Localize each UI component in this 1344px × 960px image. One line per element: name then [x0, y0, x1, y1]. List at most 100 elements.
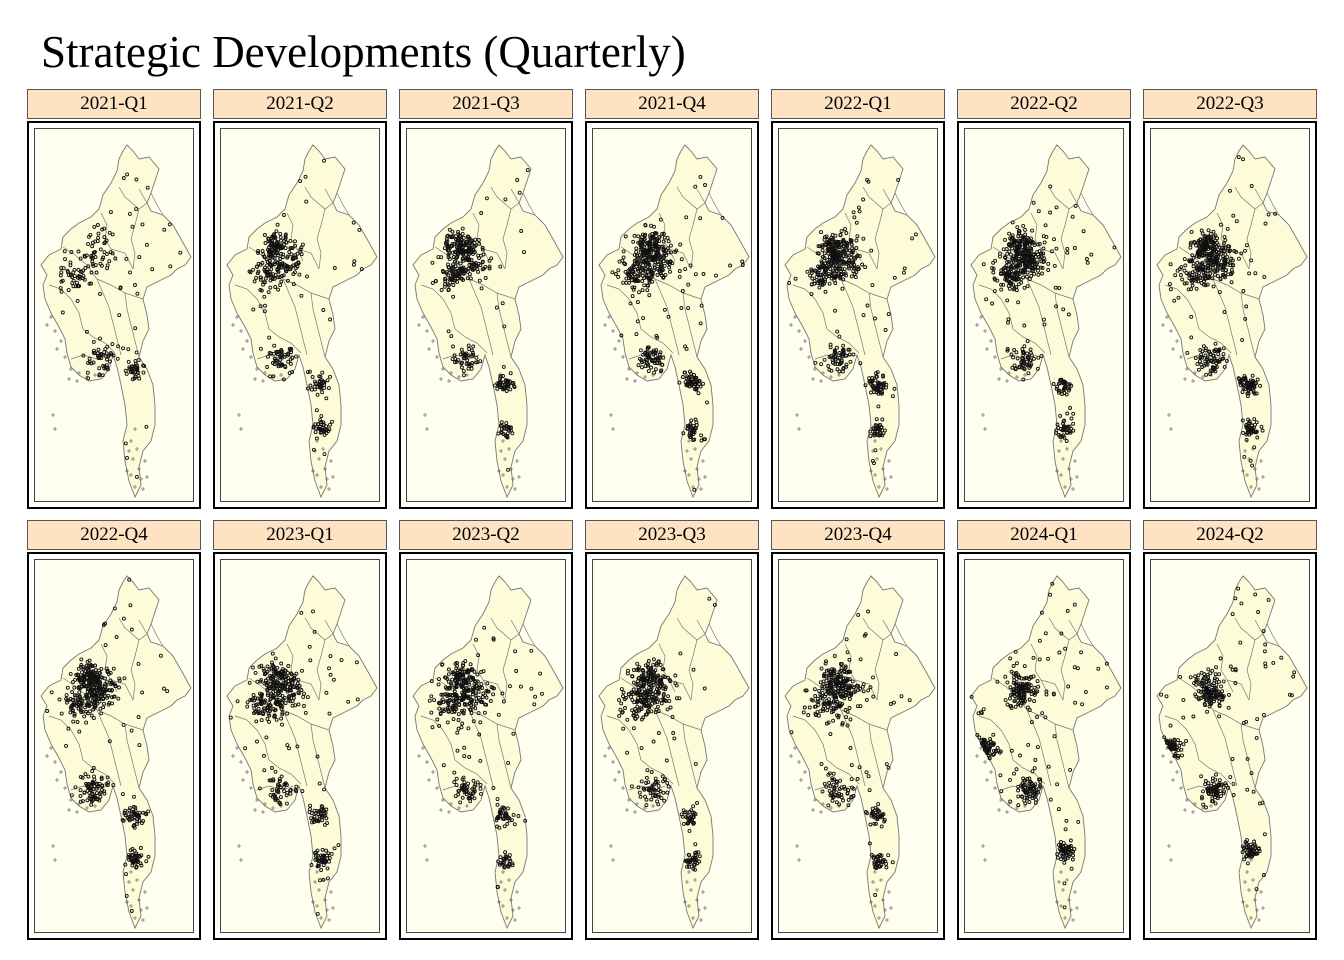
event-point — [292, 270, 297, 275]
event-point — [324, 428, 328, 433]
island-mark — [425, 760, 429, 764]
event-point — [276, 287, 281, 292]
event-point — [274, 787, 279, 792]
island-mark — [1193, 371, 1197, 375]
event-point — [323, 859, 328, 864]
event-point — [359, 267, 364, 272]
island-mark — [793, 315, 797, 319]
event-point — [1031, 200, 1036, 205]
event-point — [1208, 267, 1213, 272]
island-mark — [67, 377, 71, 381]
event-point — [693, 381, 698, 386]
event-point — [844, 240, 849, 245]
event-point — [473, 691, 478, 696]
region-border — [868, 292, 884, 358]
island-mark — [241, 778, 245, 782]
event-point — [228, 715, 233, 720]
event-point — [1209, 236, 1213, 241]
event-point — [453, 259, 457, 264]
event-point — [843, 260, 848, 265]
event-point — [458, 244, 463, 249]
event-point — [96, 231, 101, 236]
island-mark — [263, 802, 267, 806]
event-point — [1022, 285, 1027, 290]
event-point — [1039, 265, 1043, 270]
event-point — [162, 686, 166, 691]
event-point — [280, 712, 285, 717]
event-point — [479, 791, 483, 796]
event-point — [643, 222, 648, 227]
map-panel: 2022-Q4 — [27, 520, 201, 940]
event-point — [314, 408, 319, 413]
event-point — [277, 687, 282, 692]
event-point — [134, 350, 139, 355]
region-border — [696, 188, 706, 204]
event-point — [60, 278, 65, 283]
country-outline — [412, 144, 564, 499]
island-mark — [51, 844, 55, 848]
region-border — [654, 709, 702, 731]
event-point — [272, 708, 277, 713]
event-point — [89, 663, 94, 668]
island-mark — [53, 858, 57, 862]
event-point — [462, 754, 467, 759]
event-point — [686, 282, 691, 287]
island-mark — [447, 379, 451, 383]
event-point — [451, 294, 456, 299]
event-point — [1199, 248, 1204, 252]
event-point — [998, 271, 1003, 276]
panel-label: 2021-Q3 — [399, 89, 573, 119]
event-point — [92, 689, 96, 694]
event-point — [439, 692, 444, 697]
event-point — [129, 909, 134, 913]
event-point — [260, 261, 265, 265]
event-point — [60, 310, 65, 315]
island-mark — [135, 878, 139, 882]
event-point — [98, 291, 102, 296]
event-point — [666, 239, 671, 244]
event-point — [95, 782, 100, 787]
event-point — [134, 474, 139, 479]
island-mark — [55, 347, 59, 351]
event-point — [1058, 378, 1063, 383]
region-border — [620, 246, 662, 294]
event-point — [310, 375, 315, 379]
panel-frame — [27, 121, 201, 509]
event-point — [636, 363, 641, 368]
event-point — [640, 288, 645, 293]
event-point — [447, 257, 452, 261]
event-point — [728, 263, 733, 268]
event-point — [256, 249, 261, 253]
event-point — [451, 283, 456, 287]
event-point — [311, 425, 316, 430]
event-point — [1223, 238, 1228, 243]
event-point — [278, 779, 282, 783]
event-point — [1012, 240, 1017, 245]
event-point — [658, 271, 663, 276]
event-point — [1258, 383, 1263, 388]
event-point — [855, 234, 860, 239]
event-point — [1194, 243, 1199, 248]
event-point — [840, 369, 845, 374]
event-point — [329, 851, 334, 856]
event-point — [1216, 254, 1220, 259]
region-border — [668, 679, 692, 701]
event-point — [276, 269, 281, 274]
event-point — [123, 808, 128, 813]
event-point — [286, 679, 291, 684]
event-point — [839, 272, 844, 277]
region-border — [792, 284, 828, 330]
island-mark — [1055, 469, 1059, 473]
event-point — [487, 264, 492, 269]
event-point — [95, 681, 100, 686]
event-point — [707, 596, 712, 601]
event-point — [470, 795, 474, 800]
event-point — [124, 256, 129, 261]
event-point — [648, 265, 653, 270]
event-point — [1009, 352, 1014, 357]
event-point — [1017, 272, 1022, 276]
event-point — [443, 282, 447, 287]
event-point — [1057, 390, 1061, 395]
event-point — [699, 433, 704, 438]
event-point — [654, 254, 659, 259]
